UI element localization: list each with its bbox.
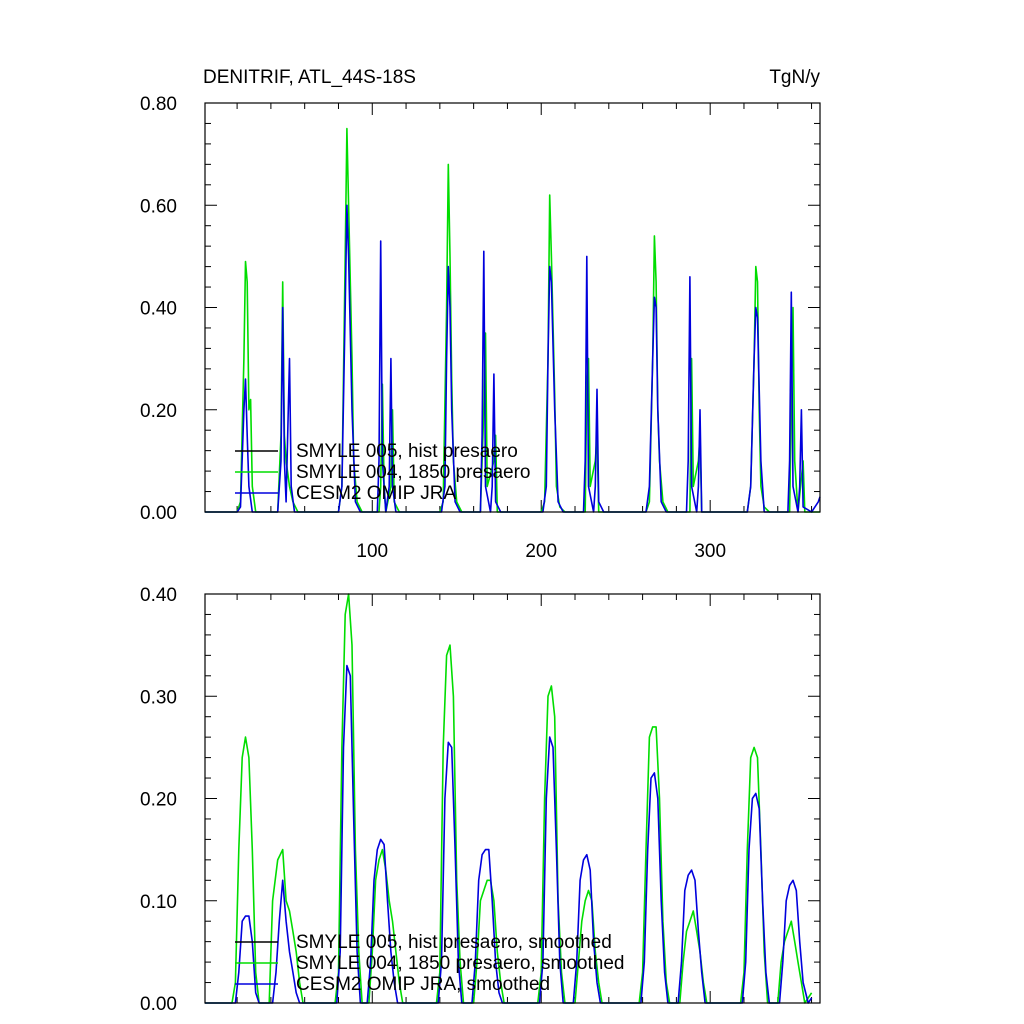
legend-label-1: SMYLE 004, 1850 presaero <box>296 462 531 483</box>
bottom-panel-legend: SMYLE 005, hist presaero, smoothedSMYLE … <box>235 932 624 995</box>
y-tick-label: 0.00 <box>140 994 177 1015</box>
y-tick-label: 0.40 <box>140 585 177 606</box>
y-tick-label: 0.40 <box>140 299 177 320</box>
top-panel-axes: 0.00 0.20 0.40 0.60 0.80 100 200 300 <box>140 94 820 562</box>
legend-label-0: SMYLE 005, hist presaero <box>296 441 518 462</box>
chart-units: TgN/y <box>769 67 820 88</box>
bottom-panel-frame <box>204 593 821 1004</box>
y-tick-label: 0.10 <box>140 892 177 913</box>
y-tick-label: 0.20 <box>140 790 177 811</box>
y-tick-label: 0.80 <box>140 94 177 115</box>
legend-label-2: CESM2 OMIP JRA <box>296 483 456 504</box>
legend-label-0: SMYLE 005, hist presaero, smoothed <box>296 932 612 953</box>
y-tick-label: 0.60 <box>140 196 177 217</box>
x-tick-label: 100 <box>356 541 388 562</box>
y-tick-label: 0.30 <box>140 687 177 708</box>
top-panel-frame <box>204 102 821 513</box>
bottom-panel: 0.00 0.10 0.20 0.30 0.40 SMYLE 005, hist pre… <box>140 585 821 1015</box>
legend-label-1: SMYLE 004, 1850 presaero, smoothed <box>296 953 624 974</box>
x-tick-label: 200 <box>525 541 557 562</box>
bottom-panel-axes: 0.00 0.10 0.20 0.30 0.40 <box>140 585 820 1015</box>
top-panel: DENITRIF, ATL_44S-18S TgN/y 0.00 0.20 0.40… <box>140 67 821 562</box>
x-tick-label: 300 <box>694 541 726 562</box>
legend-label-2: CESM2 OMIP JRA, smoothed <box>296 974 550 995</box>
y-tick-label: 0.00 <box>140 503 177 524</box>
chart-title: DENITRIF, ATL_44S-18S <box>203 67 416 88</box>
y-tick-label: 0.20 <box>140 401 177 422</box>
